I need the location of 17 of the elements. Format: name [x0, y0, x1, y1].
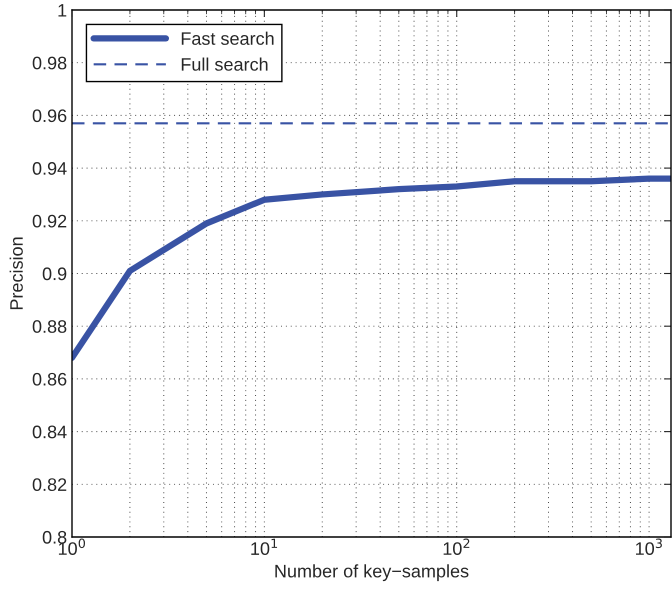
x-tick-label: 10$^{2}$ [444, 538, 470, 555]
y-tick-label: 0.9 [42, 267, 66, 280]
y-tick-label: 0.82 [32, 478, 66, 492]
y-tick-label: 0.88 [32, 320, 66, 333]
y-tick-label: 0.84 [32, 426, 67, 438]
y-tick-label: 0.94 [32, 162, 67, 175]
y-axis-title: Precision [10, 238, 23, 310]
x-tick-label: 10$^{1}$ [251, 538, 278, 555]
x-axis-title: Number of key−samples [275, 564, 468, 582]
y-tick-label: 0.92 [32, 214, 66, 228]
y-tick-label: 0.96 [32, 109, 66, 122]
x-tick-label: 10$^{3}$ [636, 538, 662, 555]
y-tick-label: 1 [58, 4, 66, 17]
y-tick-label: 0.86 [32, 372, 66, 386]
legend-label: Fast search [182, 32, 274, 45]
legend-label: Full search [182, 58, 268, 71]
y-tick-label: 0.98 [32, 56, 66, 70]
